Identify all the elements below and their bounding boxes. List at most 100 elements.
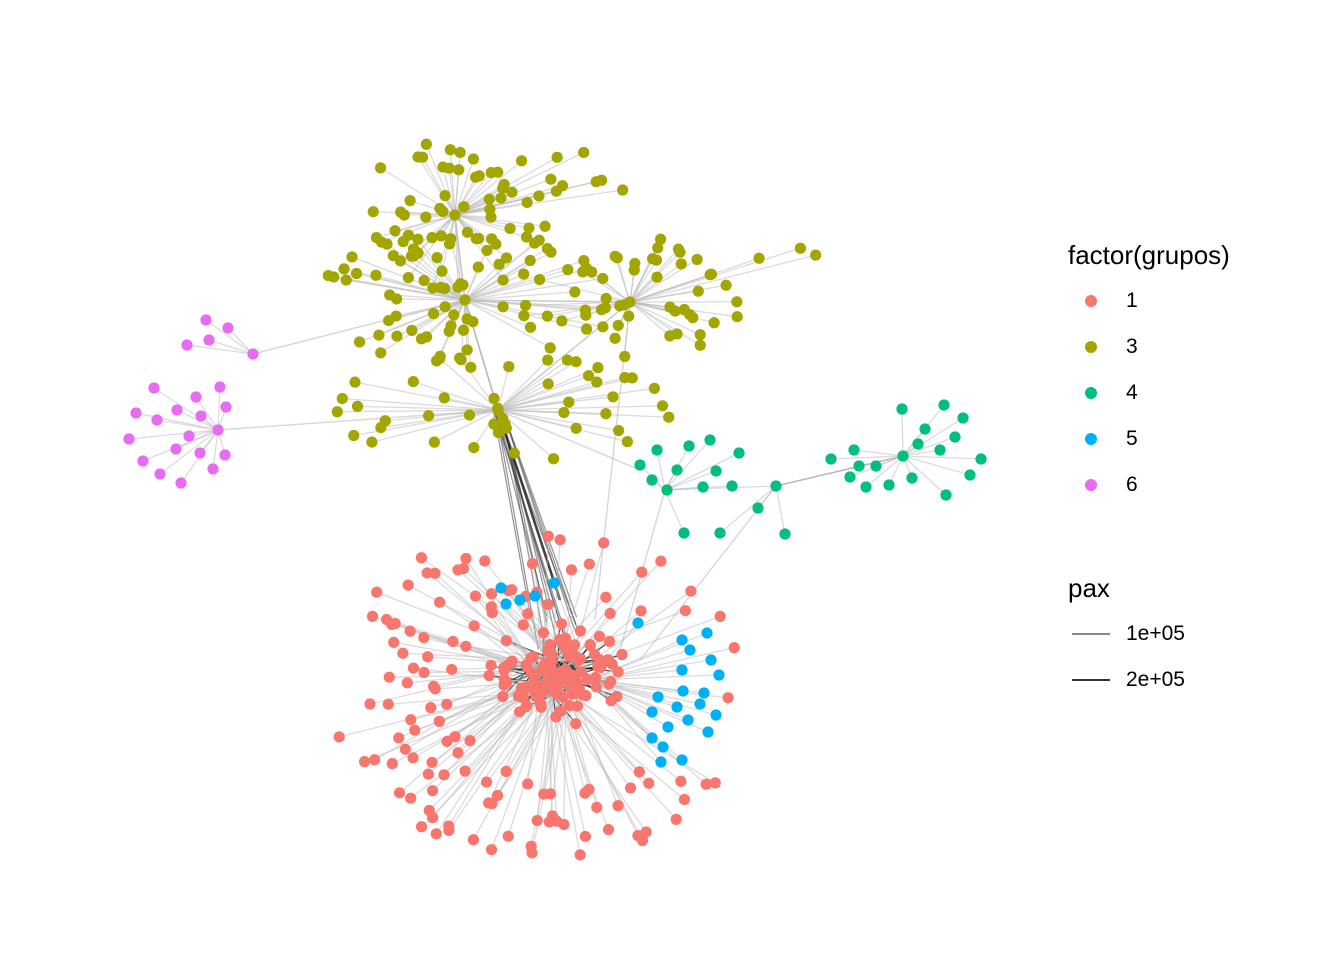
network-nodes <box>123 138 987 861</box>
node <box>539 220 551 232</box>
edge <box>629 301 701 346</box>
node <box>605 695 617 707</box>
node <box>336 392 348 405</box>
node <box>671 464 683 476</box>
edge <box>434 409 499 443</box>
node <box>500 635 512 647</box>
edge <box>775 485 786 535</box>
edge <box>589 679 662 763</box>
edge <box>539 278 631 303</box>
node <box>367 206 379 218</box>
legend-pax-item: 1e+05 <box>1068 611 1185 657</box>
node <box>726 480 738 492</box>
edge <box>354 381 499 411</box>
edge <box>153 387 219 431</box>
node <box>409 724 421 736</box>
edge <box>454 151 584 216</box>
edge <box>501 409 578 618</box>
node <box>393 787 406 799</box>
node <box>635 605 647 617</box>
node <box>219 449 231 461</box>
node <box>425 702 437 714</box>
edge <box>493 409 566 639</box>
node <box>556 666 568 678</box>
node <box>728 642 740 654</box>
node <box>420 331 433 343</box>
edge <box>357 405 499 411</box>
node <box>542 530 554 542</box>
node <box>558 406 570 419</box>
edge <box>186 344 254 355</box>
node <box>452 564 464 576</box>
edge <box>380 299 466 354</box>
node <box>431 252 443 264</box>
node <box>636 566 648 578</box>
edge <box>426 299 466 338</box>
node <box>623 310 635 322</box>
edge <box>454 158 474 216</box>
edge <box>464 291 575 301</box>
node <box>556 315 568 327</box>
node <box>137 455 149 467</box>
edge <box>464 239 540 301</box>
node <box>555 618 568 630</box>
node <box>394 255 407 267</box>
node <box>151 414 163 426</box>
node <box>441 735 453 748</box>
edge <box>664 452 740 491</box>
edge <box>664 489 685 534</box>
node <box>588 648 601 661</box>
edge <box>558 688 716 784</box>
node <box>498 178 510 191</box>
node <box>582 370 595 382</box>
node <box>497 274 509 286</box>
node <box>518 268 530 280</box>
node <box>770 480 782 492</box>
node <box>200 314 212 326</box>
legend-groups-title: factor(grupos) <box>1068 240 1230 270</box>
node <box>578 146 590 159</box>
node <box>479 555 491 567</box>
node <box>595 661 607 673</box>
node <box>422 651 434 663</box>
edge <box>902 436 956 457</box>
node <box>358 756 371 768</box>
node <box>375 347 387 359</box>
node <box>694 698 706 710</box>
node <box>525 840 537 852</box>
node <box>522 778 534 790</box>
node <box>340 274 352 286</box>
node <box>561 354 573 366</box>
legend-pax-label: 1e+05 <box>1126 622 1185 645</box>
node <box>493 258 505 270</box>
node <box>350 267 363 280</box>
node <box>657 741 669 753</box>
node <box>651 444 663 456</box>
node <box>406 324 418 336</box>
node <box>521 196 533 209</box>
legend-key-dot <box>1085 295 1097 307</box>
node <box>691 253 703 266</box>
node <box>485 588 498 600</box>
edge <box>464 251 552 301</box>
node <box>517 619 529 631</box>
node <box>640 826 652 838</box>
edge <box>464 299 504 308</box>
node <box>603 635 616 647</box>
node <box>600 292 612 305</box>
node <box>541 310 553 322</box>
edge <box>629 290 699 303</box>
node <box>457 324 470 336</box>
node <box>407 662 420 674</box>
node <box>461 226 474 238</box>
node <box>426 756 438 769</box>
node <box>402 579 414 591</box>
node <box>373 329 385 341</box>
node <box>602 823 615 836</box>
node <box>589 671 602 684</box>
legend-pax-title: pax <box>1068 573 1110 603</box>
node <box>612 666 624 678</box>
node <box>175 477 187 489</box>
node <box>664 301 676 313</box>
node <box>531 815 543 827</box>
